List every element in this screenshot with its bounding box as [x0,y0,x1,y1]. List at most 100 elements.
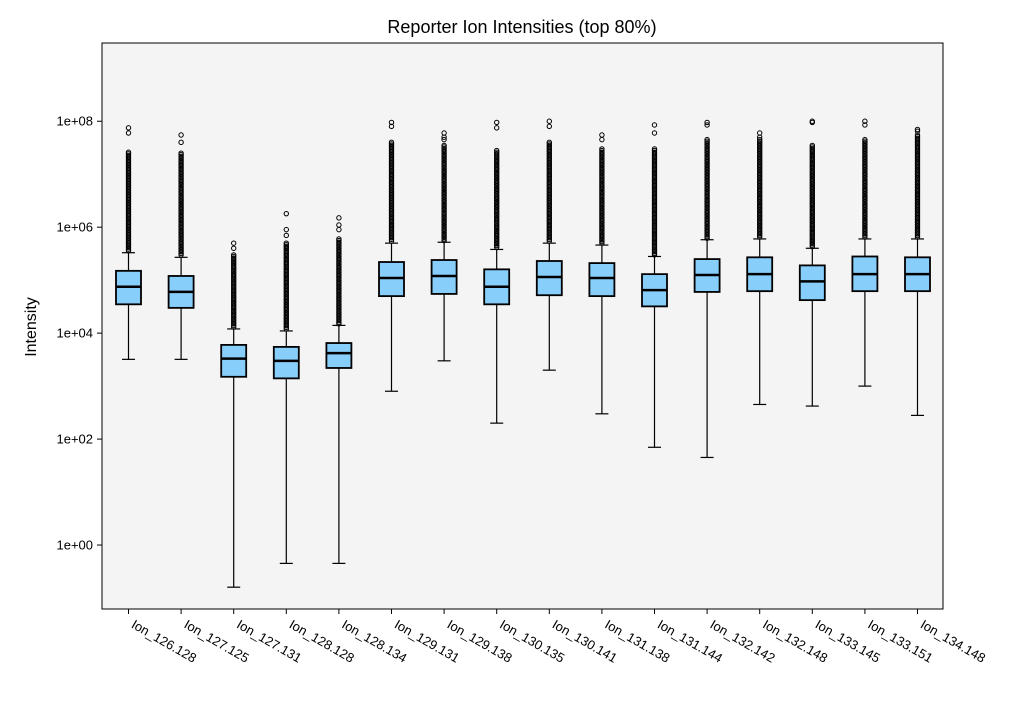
flier-point [862,138,868,144]
flier-point [441,145,447,152]
flier-point [757,140,763,146]
flier-point [704,122,710,128]
flier-point [651,130,658,136]
box-body [798,264,826,302]
flier-point [546,142,552,149]
flier-point [388,141,395,147]
y-tick-label: 1e+06 [56,220,93,235]
flier-point [599,149,605,155]
flier-point [704,136,710,143]
flier-point [336,215,342,221]
box-group [746,130,774,406]
flier-point [809,119,815,126]
box-group [641,122,668,448]
flier-point [704,119,710,126]
flier-point [283,210,289,217]
flier-point [809,145,815,152]
flier-point [125,152,132,159]
flier-point [336,239,342,245]
flier-point [441,144,447,150]
flier-point [757,134,763,140]
flier-point [231,253,237,260]
flier-point [862,136,868,143]
flier-point [125,151,132,157]
flier-point [125,149,132,155]
flier-point [757,136,763,143]
flier-point [336,226,342,233]
flier-point [178,139,184,146]
flier-point [283,226,289,233]
box-group [535,118,563,371]
y-tick-label: 1e+04 [56,326,93,341]
box-body [325,342,353,369]
box-group [115,125,142,360]
flier-point [546,141,552,147]
flier-point [125,125,132,131]
box-group [904,126,931,416]
y-axis-label: Intensity [23,297,40,357]
flier-point [336,237,342,244]
flier-point [494,119,500,126]
flier-point [651,146,658,152]
chart-title: Reporter Ion Intensities (top 80%) [387,17,656,37]
flier-point [494,151,500,157]
flier-point [283,242,289,248]
flier-point [494,125,500,131]
y-tick-label: 1e+08 [56,114,93,129]
flier-point [441,134,447,140]
flier-point [914,132,921,138]
y-tick-label: 1e+00 [56,538,93,553]
flier-point [862,118,868,124]
flier-point [388,123,395,130]
flier-point [178,153,184,160]
plot-area [101,42,944,610]
flier-point [125,130,132,136]
flier-point [388,139,395,146]
flier-point [546,118,552,124]
flier-point [809,144,815,150]
flier-point [704,140,710,146]
flier-point [651,147,658,154]
box-group [220,240,248,588]
box-group [167,132,195,360]
flier-point [231,245,237,251]
flier-point [388,142,395,149]
flier-point [336,236,342,242]
flier-point [599,146,605,152]
flier-point [441,142,447,149]
flier-point [914,135,921,141]
flier-point [546,139,552,146]
flier-point [231,252,237,258]
flier-point [283,243,289,250]
box-body [220,343,248,378]
flier-point [441,136,447,143]
box-group [272,210,300,564]
flier-point [494,147,500,154]
box-group [378,119,405,392]
flier-point [914,133,921,140]
box-group [430,130,458,362]
y-axis: 1e+00 1e+02 1e+04 1e+06 1e+08 [56,114,102,553]
flier-point [178,150,184,156]
box-group [588,132,616,415]
flier-point [231,255,237,261]
flier-point [546,123,552,130]
flier-point [651,122,658,128]
box-group [325,215,353,564]
flier-point [283,240,289,246]
flier-point [809,142,815,149]
x-axis: Ion_126.128Ion_127.125Ion_127.131Ion_128… [128,609,988,666]
flier-point [494,149,500,155]
box-body [588,262,616,298]
flier-point [178,152,184,158]
flier-point [599,147,605,154]
flier-point [231,240,237,246]
boxes-layer [115,118,931,588]
flier-point [283,232,289,239]
box-body [272,345,300,380]
flier-point [178,132,184,138]
flier-point [599,136,605,143]
box-group [693,119,721,459]
